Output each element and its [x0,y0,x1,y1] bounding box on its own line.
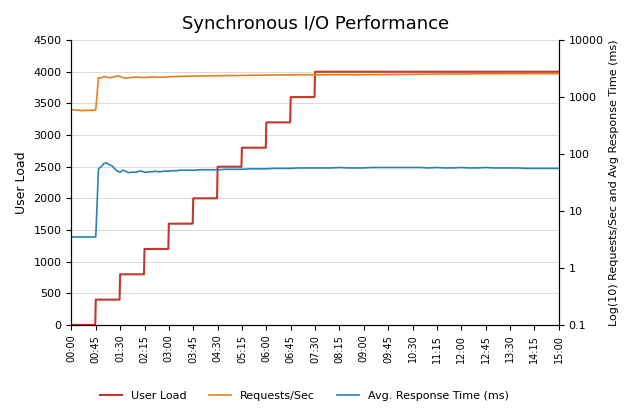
Avg. Response Time (ms) [138,168,146,173]
Requests/Sec [555,71,562,76]
Requests/Sec [146,75,153,80]
User Load [262,120,270,125]
Requests/Sec [214,73,221,78]
Avg. Response Time (ms) [149,169,157,174]
User Load [92,297,100,302]
User Load [164,247,172,251]
User Load [68,322,75,327]
Requests/Sec [149,75,157,80]
Avg. Response Time (ms) [214,167,221,172]
User Load [287,95,295,100]
User Load [311,95,318,100]
User Load [116,272,124,277]
User Load [213,196,221,201]
User Load [262,145,269,150]
User Load [238,164,245,169]
Avg. Response Time (ms) [68,234,75,239]
Y-axis label: Log(10) Requests/Sec and Avg Response Time (ms): Log(10) Requests/Sec and Avg Response Ti… [609,39,619,326]
User Load [140,272,148,277]
User Load [311,69,319,74]
Title: Synchronous I/O Performance: Synchronous I/O Performance [181,15,449,33]
Requests/Sec [433,71,441,76]
Y-axis label: User Load: User Load [15,151,28,214]
User Load [91,322,99,327]
User Load [189,221,197,226]
Avg. Response Time (ms) [555,166,562,171]
Line: Avg. Response Time (ms): Avg. Response Time (ms) [72,163,559,237]
Requests/Sec [138,75,146,80]
User Load [287,120,294,125]
User Load [116,297,124,302]
User Load [555,69,562,74]
Avg. Response Time (ms) [146,169,153,174]
User Load [214,164,221,169]
Avg. Response Time (ms) [103,160,110,165]
User Load [190,196,197,201]
User Load [238,145,246,150]
Line: User Load: User Load [72,72,559,325]
Requests/Sec [79,108,86,113]
Avg. Response Time (ms) [417,165,424,170]
User Load [141,247,148,251]
User Load [165,221,172,226]
Line: Requests/Sec: Requests/Sec [72,73,559,110]
Requests/Sec [68,107,75,112]
Avg. Response Time (ms) [433,165,441,170]
Requests/Sec [417,72,424,77]
Legend: User Load, Requests/Sec, Avg. Response Time (ms): User Load, Requests/Sec, Avg. Response T… [95,386,514,405]
